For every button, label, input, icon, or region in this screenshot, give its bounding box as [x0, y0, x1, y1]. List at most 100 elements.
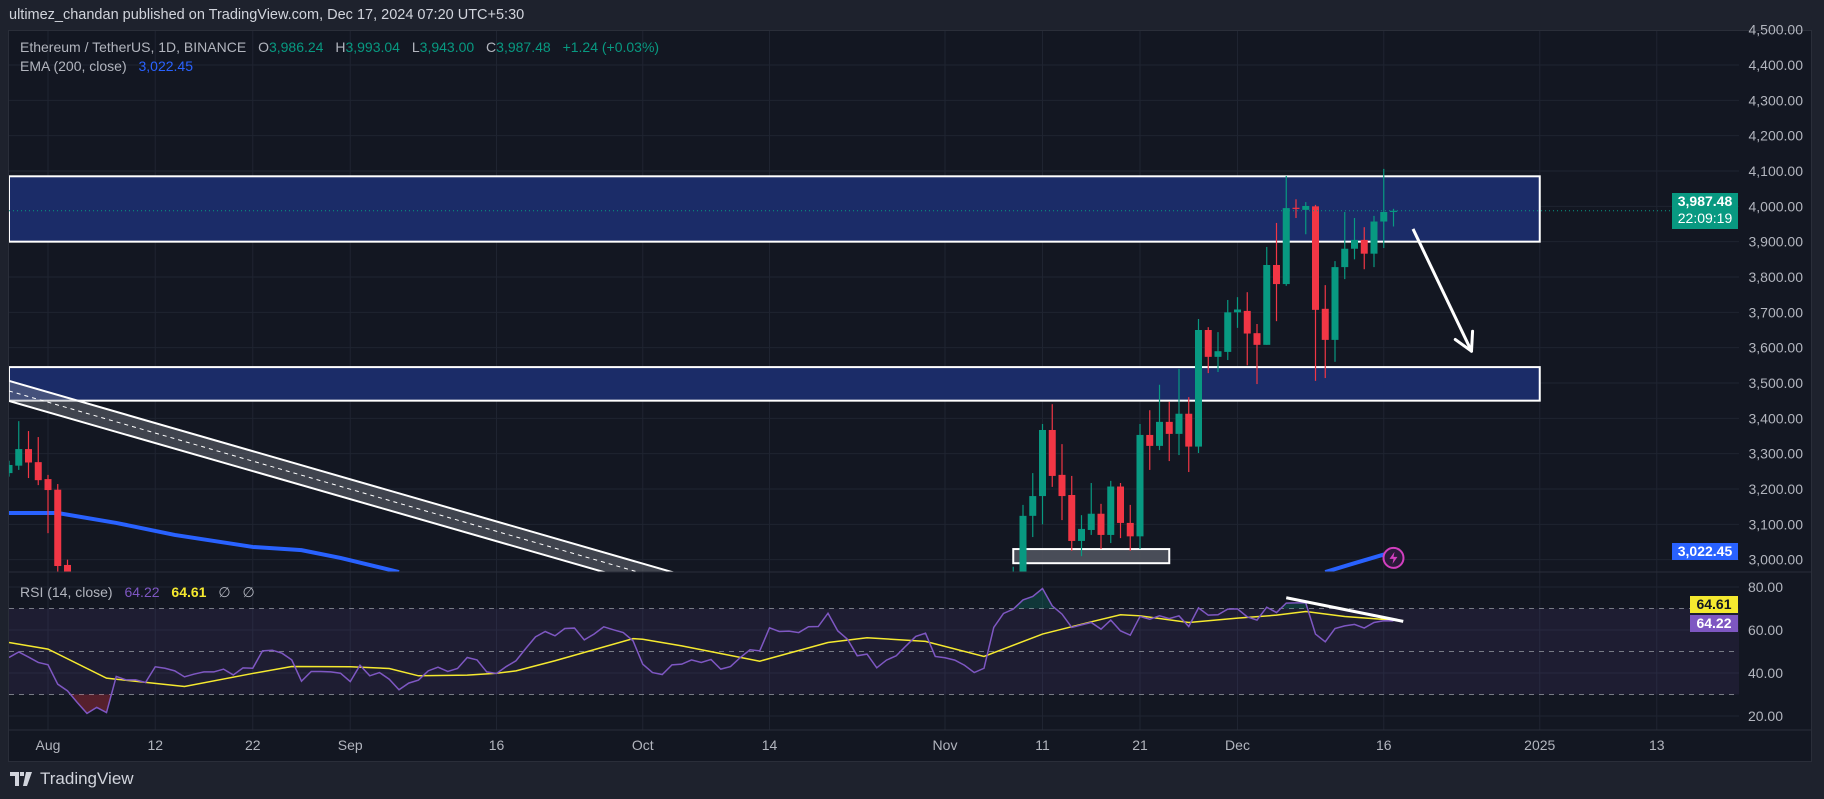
open-value: 3,986.24	[268, 39, 324, 55]
candle-body	[34, 462, 42, 481]
candle-body	[1243, 310, 1251, 334]
candle	[1012, 566, 1014, 572]
rsi-legend[interactable]: RSI (14, close) 64.22 64.61 ∅ ∅	[20, 584, 255, 601]
price-tick-label: 4,300.00	[1749, 92, 1804, 108]
ema-legend[interactable]: EMA (200, close) 3,022.45	[20, 58, 193, 74]
rsi-axis[interactable]: 80.00 60.00 40.00 20.00	[1748, 579, 1783, 724]
price-tick-label: 3,700.00	[1749, 304, 1804, 320]
candle-body	[1360, 239, 1368, 254]
candle	[1097, 503, 1105, 550]
candle-body	[15, 449, 23, 466]
candle-body	[1312, 206, 1319, 310]
price-tick-label: 3,100.00	[1749, 516, 1804, 532]
zone-rectangle[interactable]	[1012, 548, 1171, 565]
low-label: L	[411, 39, 420, 55]
candle	[1029, 473, 1037, 538]
candle-body	[1351, 239, 1358, 249]
candle-body	[1068, 495, 1076, 541]
candle-body	[1107, 486, 1115, 535]
candle-body	[1263, 264, 1271, 345]
candle	[1292, 199, 1300, 218]
candle-body	[1136, 434, 1144, 537]
last-price-badge: 3,987.48 22:09:19	[1672, 193, 1738, 229]
time-tick-label: 16	[1376, 737, 1392, 753]
arrow-shaft[interactable]	[1411, 228, 1473, 352]
candle-body	[25, 449, 32, 463]
time-tick-label: Sep	[338, 737, 363, 753]
candle	[1380, 168, 1388, 249]
candle-body	[1126, 522, 1134, 537]
candle	[1341, 211, 1349, 280]
rsi-levels	[9, 608, 1739, 695]
candle	[1039, 423, 1046, 525]
low-value: 3,943.00	[419, 39, 475, 55]
ema-value: 3,022.45	[138, 58, 194, 74]
candle-body	[1273, 264, 1280, 285]
candle-body	[1341, 248, 1349, 268]
time-tick-label: 2025	[1524, 737, 1555, 753]
candle	[54, 484, 62, 572]
candle-body	[1029, 496, 1037, 516]
zone-rectangle[interactable]	[9, 175, 1541, 243]
candle	[1253, 323, 1261, 385]
candle-body	[1039, 429, 1046, 497]
time-tick-label: 21	[1132, 737, 1148, 753]
candle	[1321, 285, 1329, 379]
candle	[1107, 480, 1115, 544]
candle-body	[1292, 207, 1300, 209]
candle	[1224, 299, 1232, 361]
candle	[1282, 175, 1290, 286]
open-label: O	[258, 39, 269, 55]
tradingview-logo[interactable]: TradingView	[10, 769, 134, 789]
arrow-head[interactable]	[1453, 338, 1473, 353]
candle-body	[1380, 211, 1388, 222]
candle-body	[1234, 309, 1241, 313]
ema-line	[9, 511, 1395, 572]
high-label: H	[335, 39, 346, 55]
candle	[34, 437, 42, 486]
price-tick-label: 3,600.00	[1749, 340, 1804, 356]
candle-body	[1224, 312, 1232, 352]
candle-body	[1195, 329, 1202, 447]
rsi-trendline[interactable]	[1285, 596, 1404, 623]
candle	[1058, 444, 1066, 521]
channel-lower-line[interactable]	[9, 400, 887, 653]
high-value: 3,993.04	[345, 39, 400, 55]
channel-drawing[interactable]	[9, 379, 887, 653]
candle	[1273, 222, 1280, 322]
time-tick-label: Dec	[1225, 737, 1250, 753]
candle	[1019, 504, 1027, 572]
candle-body	[1156, 421, 1163, 446]
candle-body	[1087, 513, 1095, 530]
zone-rectangle[interactable]	[9, 366, 1541, 402]
candle-body	[1282, 208, 1290, 285]
brand-name: TradingView	[40, 769, 134, 788]
arrow-drawing[interactable]	[1411, 228, 1475, 353]
channel-upper-line[interactable]	[9, 379, 887, 634]
candle	[1078, 515, 1085, 557]
bar-countdown: 22:09:19	[1677, 210, 1733, 226]
price-tick-label: 3,400.00	[1749, 410, 1804, 426]
candle-body	[1165, 421, 1173, 434]
candle	[44, 474, 52, 534]
time-tick-label: 12	[147, 737, 163, 753]
candle	[1087, 482, 1095, 535]
symbol-title: Ethereum / TetherUS, 1D, BINANCE	[20, 39, 247, 55]
na-value-1: ∅	[218, 584, 231, 600]
price-tick-label: 4,500.00	[1749, 22, 1804, 38]
symbol-legend[interactable]: Ethereum / TetherUS, 1D, BINANCE O3,986.…	[20, 39, 659, 55]
arrow-head[interactable]	[1470, 329, 1475, 353]
alert-lightning-icon[interactable]	[1382, 546, 1405, 569]
candle-body	[1302, 205, 1310, 210]
price-axis[interactable]: 4,500.00 4,400.00 4,300.00 4,200.00 4,100.00…	[1749, 22, 1804, 568]
price-tick-label: 3,900.00	[1749, 234, 1804, 250]
rsi-ma-value: 64.61	[171, 584, 207, 600]
rsi-overbought-fill	[9, 588, 1394, 609]
zone-drawings[interactable]	[9, 175, 1541, 565]
time-axis[interactable]: Aug 12 22 Sep 16 Oct 14 Nov 11 21 Dec 16 2025 13	[36, 737, 1665, 753]
time-tick-label: Nov	[933, 737, 958, 753]
candle-body	[1048, 429, 1056, 476]
time-tick-label: 11	[1035, 737, 1050, 753]
price-tick-label: 3,500.00	[1749, 375, 1804, 391]
